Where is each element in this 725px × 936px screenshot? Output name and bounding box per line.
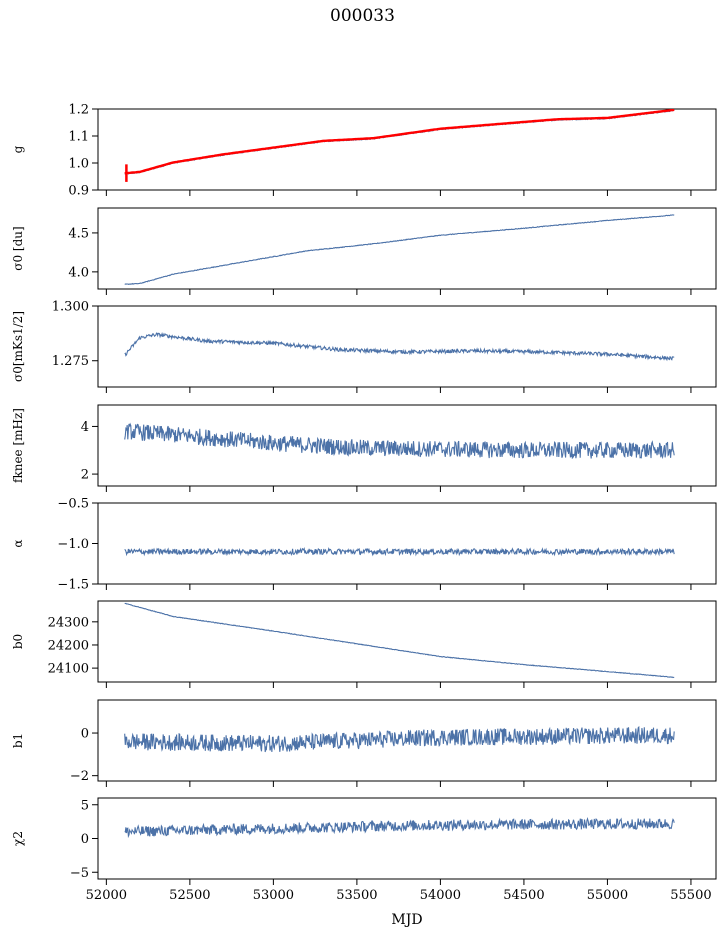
y-axis-label: b1 — [11, 733, 25, 748]
y-tick-label: −2 — [70, 769, 89, 784]
series-line — [124, 214, 675, 286]
y-tick-label: 1.0 — [68, 157, 89, 172]
y-tick-label: 1.275 — [52, 354, 89, 369]
panel-frame — [97, 797, 717, 880]
y-tick-label: 4 — [81, 420, 89, 435]
x-tick-label: 53500 — [336, 888, 377, 903]
x-tick-label: 52000 — [86, 888, 127, 903]
y-tick-label: 0 — [81, 832, 89, 847]
y-tick-label: 1.1 — [68, 130, 89, 145]
figure-title: 000033 — [330, 6, 395, 26]
y-tick-label: 24200 — [48, 638, 89, 653]
panel-frame — [97, 699, 717, 782]
y-tick-label: −1.5 — [57, 578, 89, 593]
y-axis-label: g — [11, 145, 25, 153]
panel-frame — [97, 108, 717, 191]
series-line — [124, 422, 675, 460]
series-line — [124, 725, 675, 753]
x-tick-label: 54000 — [420, 888, 461, 903]
y-tick-label: 4.5 — [68, 226, 89, 241]
y-tick-label: 0.9 — [68, 184, 89, 199]
panel-6: 24100 24200 24300 b0 — [11, 600, 717, 688]
y-tick-label: 1.2 — [68, 103, 89, 118]
panel-frame — [97, 305, 717, 388]
panel-frame — [97, 207, 717, 290]
y-axis-label: σ0[mKs1/2] — [11, 311, 25, 382]
panel-1: 0.9 1.0 1.1 1.2 g — [11, 103, 717, 199]
y-tick-label: −5 — [70, 866, 89, 881]
panel-frame — [97, 404, 717, 487]
y-tick-label: −1.0 — [57, 537, 89, 552]
panel-7: −2 0 b1 — [11, 699, 717, 787]
series-line — [124, 546, 675, 557]
y-tick-label: 1.300 — [52, 300, 89, 315]
y-tick-label: 24100 — [48, 662, 89, 677]
y-tick-label: −0.5 — [57, 497, 89, 512]
x-tick-label: 52500 — [169, 888, 210, 903]
series-line — [124, 816, 675, 839]
y-tick-label: 5 — [81, 798, 89, 813]
y-axis-label: fknee [mHz] — [11, 408, 25, 483]
y-axis-label: χ2 — [11, 831, 25, 846]
y-tick-label: 2 — [81, 468, 89, 483]
y-tick-label: 0 — [81, 727, 89, 742]
panel-5: −1.5 −1.0 −0.5 α — [11, 497, 717, 593]
series-line — [124, 331, 675, 362]
y-axis-label: σ0 [du] — [11, 226, 25, 270]
x-tick-label: 55000 — [587, 888, 628, 903]
series-line — [124, 602, 675, 679]
x-tick-label: 55500 — [670, 888, 711, 903]
x-tick-label: 54500 — [503, 888, 544, 903]
panel-8: 52000 52500 53000 53500 54000 54500 55000 55500… — [11, 797, 717, 903]
panel-frame — [97, 502, 717, 585]
y-tick-label: 24300 — [48, 615, 89, 630]
panel-2: 4.0 4.5 σ0 [du] — [11, 207, 717, 295]
y-axis-label: α — [11, 539, 25, 547]
panel-4: 2 4 fknee [mHz] — [11, 404, 717, 492]
x-tick-label: 53000 — [253, 888, 294, 903]
y-axis-label: b0 — [11, 634, 25, 649]
panel-frame — [97, 600, 717, 683]
x-axis-label: MJD — [391, 912, 422, 928]
fit-line — [124, 109, 675, 175]
panel-3: 1.275 1.300 σ0[mKs1/2] — [11, 300, 717, 393]
y-tick-label: 4.0 — [68, 265, 89, 280]
